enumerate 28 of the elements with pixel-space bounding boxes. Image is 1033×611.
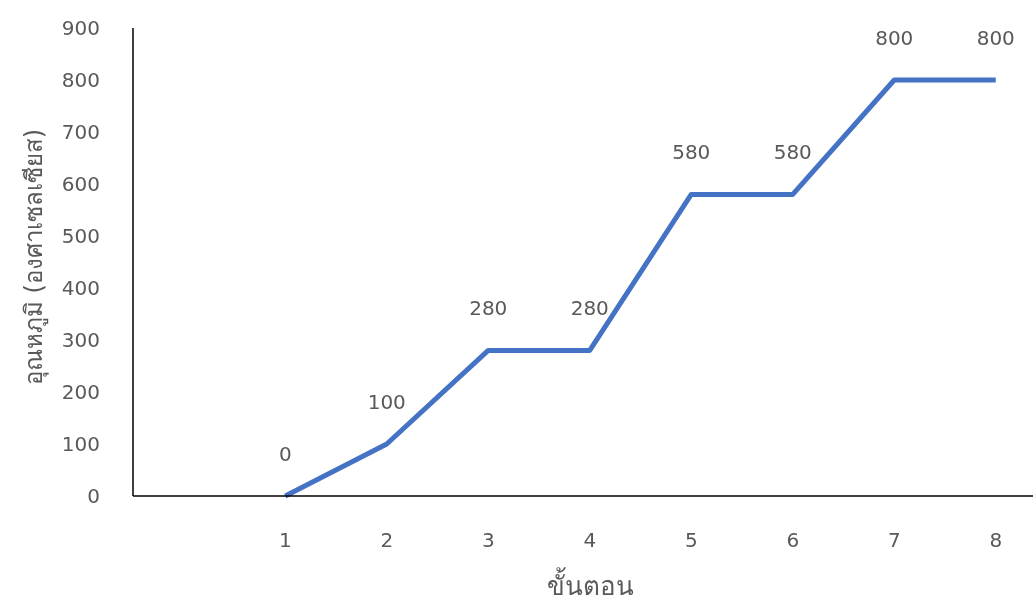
data-label: 0 xyxy=(278,442,292,466)
y-tick-label: 800 xyxy=(61,68,100,92)
y-tick-label: 500 xyxy=(61,224,100,248)
x-tick-label: 8 xyxy=(989,528,1003,552)
y-tick-label: 600 xyxy=(61,172,100,196)
x-tick-label: 6 xyxy=(786,528,800,552)
x-axis-title: ขั้นตอน xyxy=(546,567,634,601)
y-tick-label: 900 xyxy=(61,16,100,40)
y-tick-label: 400 xyxy=(61,276,100,300)
x-tick-label: 5 xyxy=(684,528,698,552)
y-tick-label: 0 xyxy=(87,484,100,508)
y-tick-label: 300 xyxy=(61,328,100,352)
x-tick-label: 3 xyxy=(481,528,495,552)
x-tick-label: 2 xyxy=(380,528,394,552)
y-tick-label: 700 xyxy=(61,120,100,144)
data-label: 800 xyxy=(875,26,914,50)
data-label: 280 xyxy=(469,296,508,321)
data-label: 100 xyxy=(367,390,406,414)
data-label: 800 xyxy=(976,26,1015,50)
data-label: 580 xyxy=(672,140,711,165)
data-label: 580 xyxy=(773,140,812,165)
data-label: 280 xyxy=(570,296,609,321)
y-tick-label: 200 xyxy=(61,380,100,404)
x-tick-label: 1 xyxy=(278,528,292,552)
y-axis-title: อุณหภูมิ (องศาเซลเซียส) xyxy=(20,128,50,386)
y-tick-label: 100 xyxy=(61,432,100,456)
x-tick-label: 4 xyxy=(583,528,597,552)
x-tick-label: 7 xyxy=(887,528,901,552)
